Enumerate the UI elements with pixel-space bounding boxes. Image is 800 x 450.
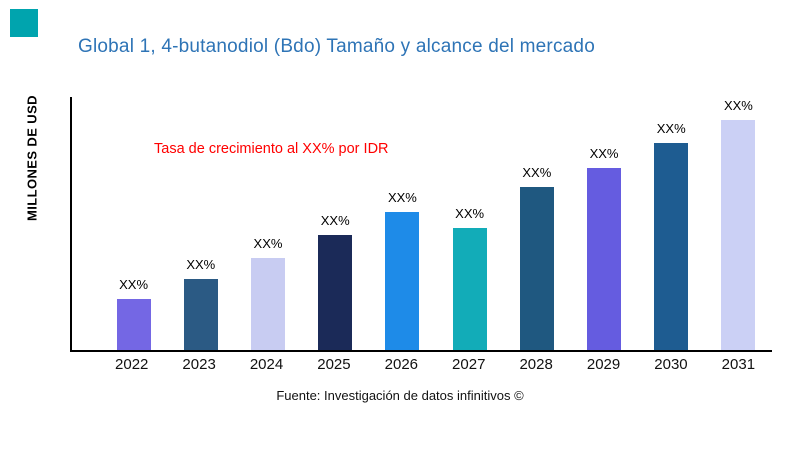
bar-value-label: XX% (455, 206, 485, 222)
x-tick-2025: 2025 (317, 356, 351, 373)
bar-group-2027: XX% (436, 97, 503, 350)
bar-value-label: XX% (656, 121, 686, 136)
x-tick-2024: 2024 (249, 356, 284, 373)
bar-value-label: XX% (387, 190, 417, 205)
x-tick-2026: 2026 (384, 356, 419, 373)
bar-2024 (251, 258, 285, 350)
x-tick-2022: 2022 (115, 356, 149, 373)
bar-2025 (318, 235, 353, 350)
brand-corner-square-icon (10, 9, 38, 37)
bar-2027 (452, 228, 487, 350)
bar-value-label: XX% (253, 236, 283, 251)
bar-value-label: XX% (723, 98, 753, 113)
bar-2030 (654, 143, 689, 350)
x-tick-2030: 2030 (654, 356, 688, 373)
bar-2029 (587, 168, 622, 350)
bars-container: XX% XX% XX% XX% XX% XX% XX% XX% XX% XX% (72, 97, 772, 350)
x-tick-2027: 2027 (452, 356, 486, 373)
bar-group-2028: XX% (503, 97, 570, 350)
x-tick-2023: 2023 (182, 356, 216, 373)
chart-title: Global 1, 4-butanodiol (Bdo) Tamaño y al… (78, 36, 595, 57)
bar-group-2025: XX% (302, 97, 369, 350)
x-tick-2031: 2031 (721, 356, 756, 373)
x-tick-2029: 2029 (586, 356, 621, 373)
x-axis-tick-labels: 2022 2023 2024 2025 2026 2027 2028 2029 2030 2031 (70, 356, 772, 373)
bar-group-2024: XX% (234, 97, 301, 350)
bar-group-2030: XX% (638, 97, 705, 350)
y-axis-label: MILLONES DE USD (24, 95, 40, 221)
bar-group-2029: XX% (570, 97, 637, 350)
bar-2023 (183, 278, 218, 350)
bar-value-label: XX% (119, 277, 149, 293)
bar-group-2026: XX% (369, 97, 436, 350)
bar-2028 (519, 186, 554, 350)
bar-2026 (385, 212, 420, 350)
source-caption: Fuente: Investigación de datos infinitiv… (276, 388, 524, 403)
bar-value-label: XX% (186, 256, 216, 272)
plot-area: Tasa de crecimiento al XX% por IDR XX% XX… (70, 97, 772, 352)
growth-rate-annotation: Tasa de crecimiento al XX% por IDR (154, 141, 389, 157)
x-tick-2028: 2028 (519, 356, 553, 373)
bar-2031 (721, 120, 756, 350)
bar-group-2023: XX% (167, 97, 234, 350)
bar-group-2031: XX% (705, 97, 772, 350)
bar-2022 (116, 299, 151, 350)
bar-value-label: XX% (320, 213, 350, 228)
bar-group-2022: XX% (100, 97, 167, 350)
bar-value-label: XX% (522, 164, 552, 180)
bar-value-label: XX% (589, 146, 619, 162)
